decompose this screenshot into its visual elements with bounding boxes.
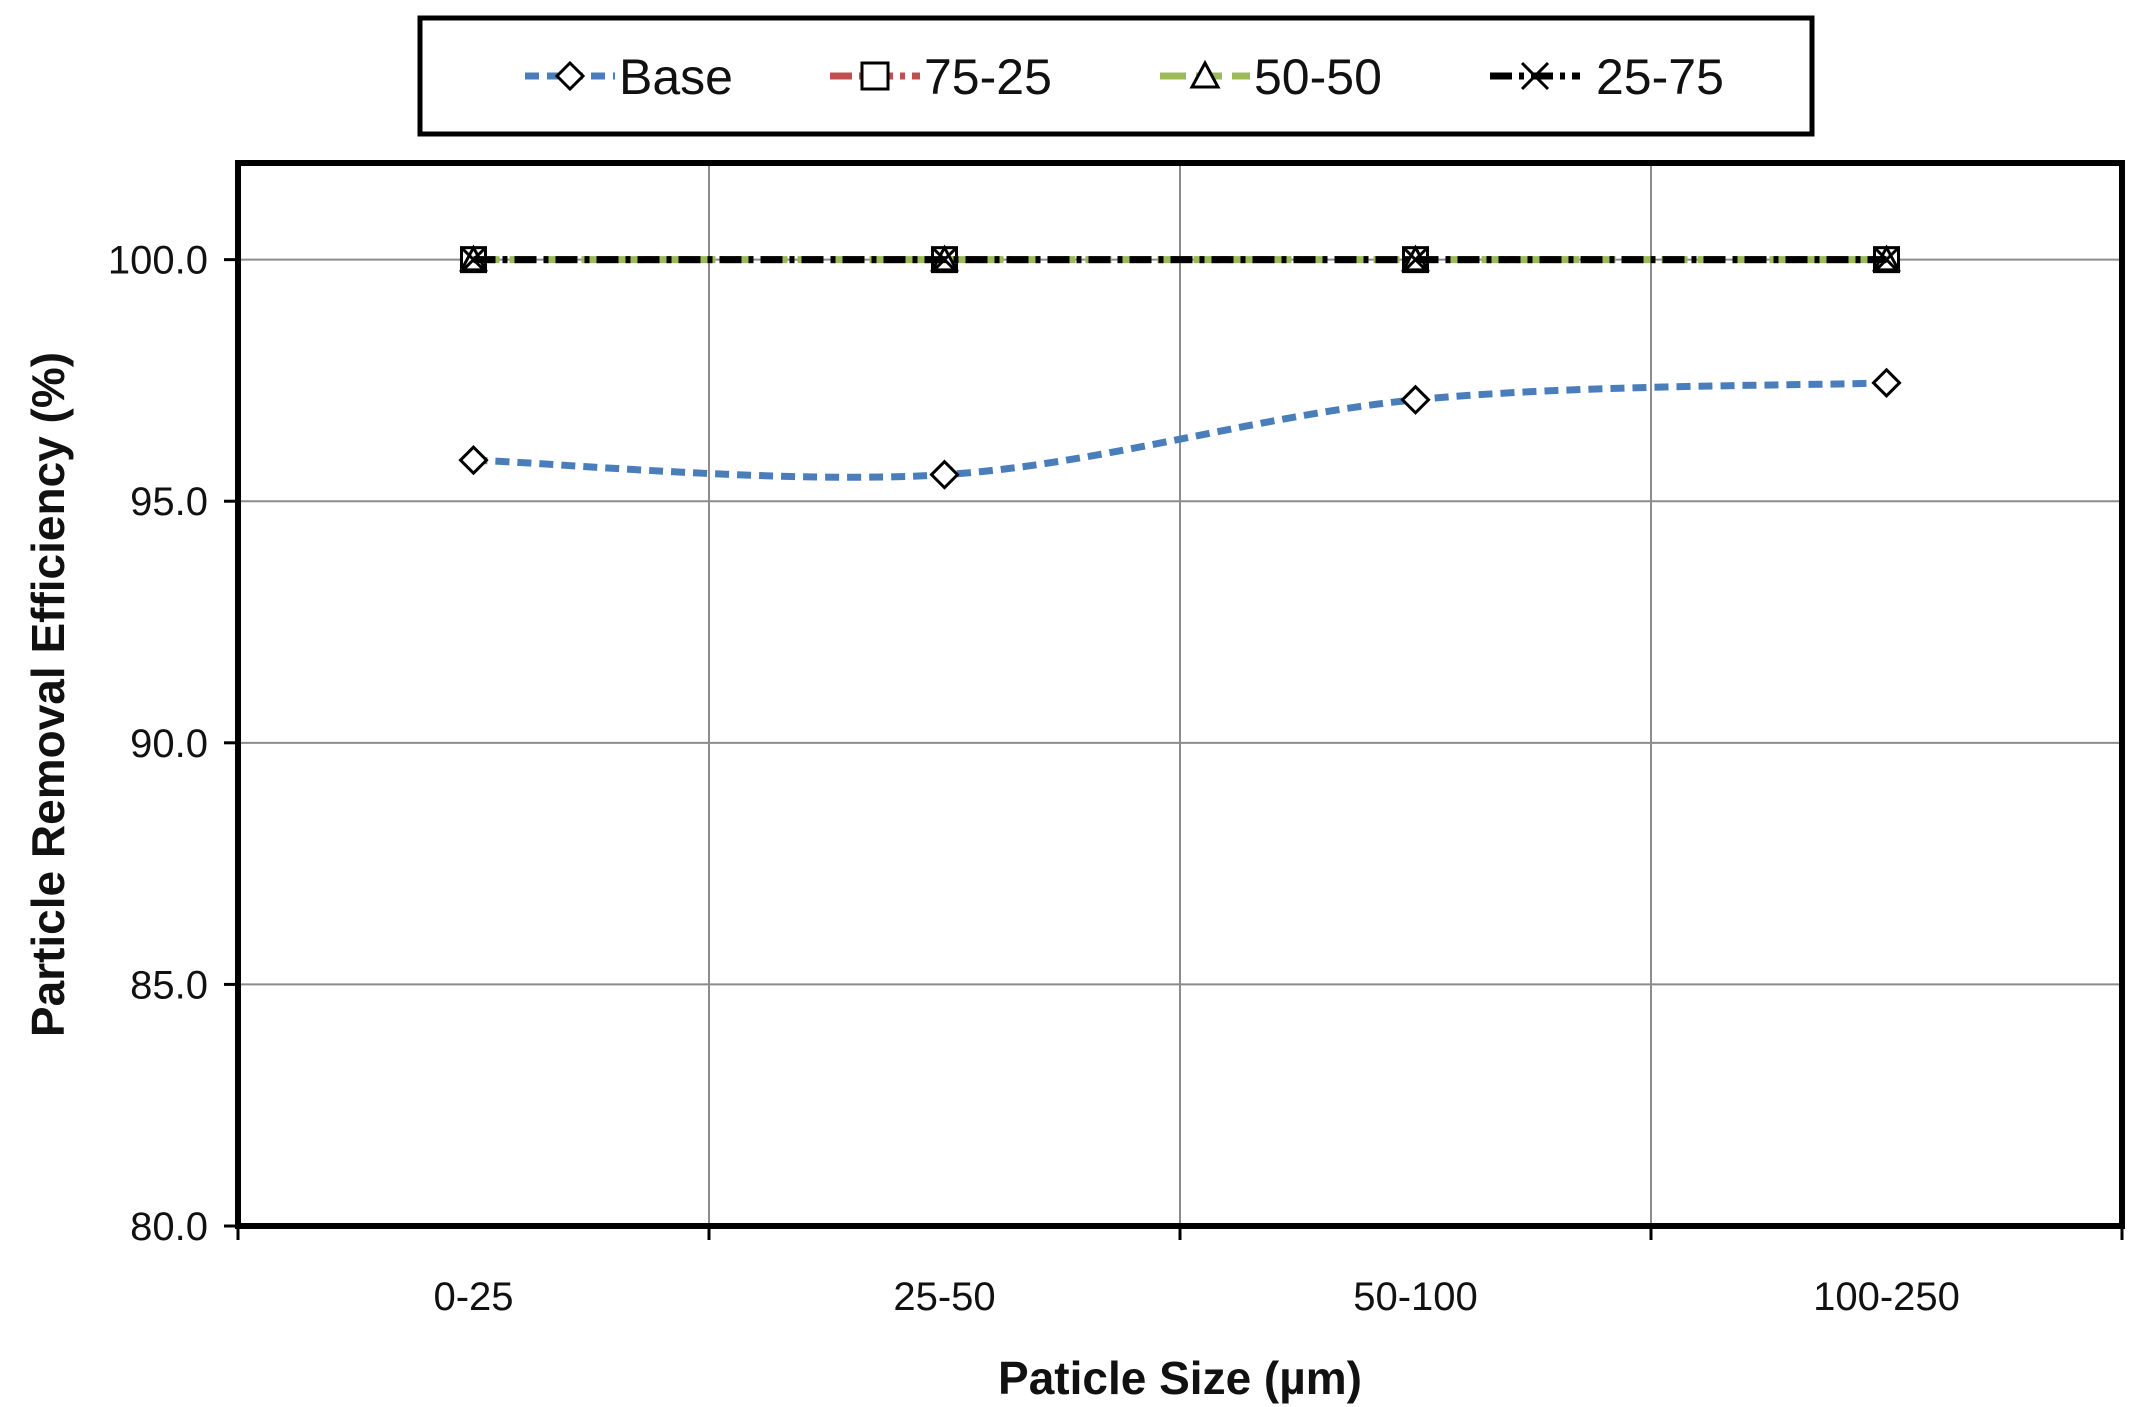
legend: Base 75-25 50-50 25-75 <box>417 15 1815 137</box>
series-25-75 <box>460 246 1900 273</box>
y-tick-label: 90.0 <box>130 722 208 766</box>
x-tick-labels: 0-25 25-50 50-100 100-250 <box>433 1275 1959 1319</box>
x-tick-label: 0-25 <box>433 1275 513 1319</box>
data-point-diamond <box>1871 367 1902 398</box>
series-layer <box>458 244 1902 490</box>
x-tick-label: 100-250 <box>1813 1275 1960 1319</box>
series-Base <box>458 367 1902 490</box>
data-point-diamond <box>554 60 586 92</box>
data-point-x <box>931 246 958 273</box>
legend-item-25-75: 25-75 <box>1490 49 1724 105</box>
data-point-square <box>860 61 890 91</box>
grid-lines <box>238 163 2122 1226</box>
y-axis-title: Particle Removal Efficiency (%) <box>22 352 74 1037</box>
series-line <box>473 379 1887 481</box>
plot-frame <box>235 160 2125 1229</box>
x-tick-label: 50-100 <box>1353 1275 1478 1319</box>
y-tick-labels: 80.0 85.0 90.0 95.0 100.0 <box>108 239 208 1249</box>
data-point-x <box>1873 246 1900 273</box>
legend-label: Base <box>619 49 733 105</box>
legend-label: 50-50 <box>1254 49 1382 105</box>
y-tick-label: 80.0 <box>130 1205 208 1249</box>
data-point-diamond <box>458 445 489 476</box>
x-axis-title: Paticle Size (µm) <box>998 1352 1362 1404</box>
legend-label: 75-25 <box>924 49 1052 105</box>
data-point-diamond <box>1400 384 1431 415</box>
legend-item-75-25: 75-25 <box>830 49 1052 105</box>
legend-item-Base: Base <box>525 49 733 105</box>
y-tick-label: 100.0 <box>108 239 208 283</box>
y-tick-label: 85.0 <box>130 963 208 1007</box>
legend-item-50-50: 50-50 <box>1160 49 1382 105</box>
data-point-x <box>1402 246 1429 273</box>
data-point-triangle <box>1189 59 1221 89</box>
axis-ticks <box>224 258 2124 1240</box>
legend-label: 25-75 <box>1596 49 1724 105</box>
data-point-x <box>1520 61 1550 91</box>
x-tick-label: 25-50 <box>893 1275 995 1319</box>
plot-area <box>224 160 2125 1240</box>
y-tick-label: 95.0 <box>130 480 208 524</box>
data-point-diamond <box>929 459 960 490</box>
data-point-x <box>460 246 487 273</box>
